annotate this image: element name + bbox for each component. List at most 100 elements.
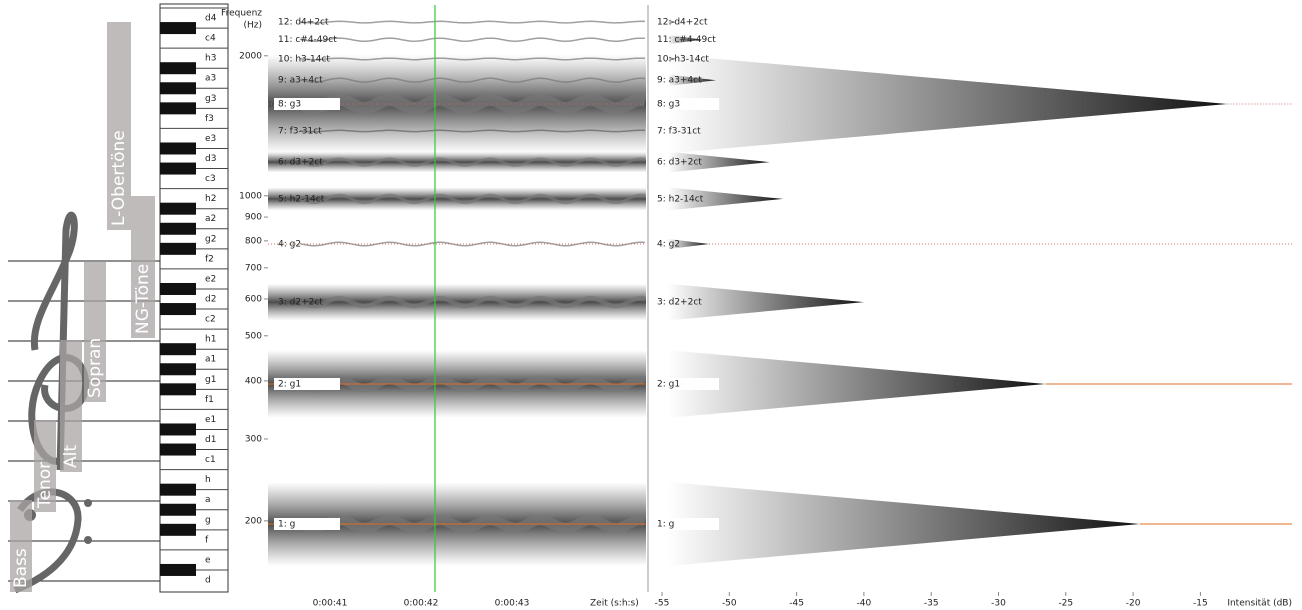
key-label: e3 xyxy=(205,134,216,144)
freq-tick-label: 900 xyxy=(245,213,262,223)
voice-range-label: NG-Töne xyxy=(133,264,153,334)
black-key xyxy=(160,444,196,456)
voice-ranges: Bass Tenor Alt Sopran NG-Töne L-Obertöne xyxy=(10,22,155,592)
black-key xyxy=(160,203,196,215)
key-label: a3 xyxy=(205,74,216,84)
partial-label: 7: f3-31ct xyxy=(657,126,701,136)
key-label: d2 xyxy=(205,295,216,305)
key-label: g xyxy=(205,515,211,525)
spectrum xyxy=(660,20,1292,566)
black-key xyxy=(160,243,196,255)
black-key xyxy=(160,82,196,94)
freq-tick-label: 1000 xyxy=(239,191,262,201)
intensity-tick-label: -25 xyxy=(1058,599,1073,609)
time-tick-label: 0:00:41 xyxy=(313,599,348,609)
partial-label: 2: g1 xyxy=(278,380,301,390)
partial-label: 10: h3-14ct xyxy=(657,54,709,64)
voice-range-label: Sopran xyxy=(85,338,105,398)
key-label: e2 xyxy=(205,274,216,284)
key-label: g3 xyxy=(205,94,216,104)
key-label: g1 xyxy=(205,375,216,385)
voice-range-label: Alt xyxy=(61,445,81,468)
key-label: c1 xyxy=(205,455,216,465)
key-label: c2 xyxy=(205,315,216,325)
key-label: e1 xyxy=(205,415,216,425)
key-label: d4 xyxy=(205,14,217,24)
key-label: c4 xyxy=(205,34,216,44)
freq-tick-label: 400 xyxy=(245,376,262,386)
key-label: d3 xyxy=(205,154,216,164)
key-label: a2 xyxy=(205,214,216,224)
black-key xyxy=(160,383,196,395)
partial-label: 11: c#4-49ct xyxy=(278,35,337,45)
voice-range-label: L-Obertöne xyxy=(109,130,129,226)
partial-label: 8: g3 xyxy=(657,100,680,110)
partial-label: 5: h2-14ct xyxy=(657,194,704,204)
black-key xyxy=(160,363,196,375)
freq-axis-label: Frequenz xyxy=(221,9,262,19)
partial-label: 6: d3+2ct xyxy=(278,158,323,168)
key-label: f2 xyxy=(205,254,214,264)
black-key xyxy=(160,102,196,114)
freq-tick-label: 200 xyxy=(245,516,262,526)
partial-label: 4: g2 xyxy=(278,240,301,250)
black-key xyxy=(160,283,196,295)
black-key xyxy=(160,343,196,355)
intensity-wedge xyxy=(668,350,1046,418)
key-label: g2 xyxy=(205,234,216,244)
intensity-tick-label: -20 xyxy=(1126,599,1141,609)
black-key xyxy=(160,163,196,175)
black-key xyxy=(160,524,196,536)
key-label: d xyxy=(205,575,211,585)
spectrogram-trace xyxy=(300,21,645,23)
black-key xyxy=(160,484,196,496)
partial-label: 11: c#4-49ct xyxy=(657,35,716,45)
freq-tick-label: 800 xyxy=(245,236,262,246)
voice-range-label: Bass xyxy=(11,548,31,588)
black-key xyxy=(160,423,196,435)
partial-label: 10: h3-14ct xyxy=(278,54,330,64)
partial-label: 8: g3 xyxy=(278,100,301,110)
partial-label: 3: d2+2ct xyxy=(278,298,323,308)
time-tick-label: 0:00:42 xyxy=(404,599,439,609)
intensity-axis-label: Intensität (dB) xyxy=(1227,599,1292,609)
key-label: h2 xyxy=(205,194,216,204)
partial-label: 5: h2-14ct xyxy=(278,194,325,204)
intensity-tick-label: -35 xyxy=(924,599,939,609)
partial-label: 2: g1 xyxy=(657,380,680,390)
partial-label: 9: a3+4ct xyxy=(278,76,323,86)
partial-label: 4: g2 xyxy=(657,240,680,250)
key-label: h1 xyxy=(205,335,216,345)
key-label: f1 xyxy=(205,395,214,405)
key-label: e xyxy=(205,555,211,565)
freq-axis-label: (Hz) xyxy=(243,21,262,31)
black-key xyxy=(160,504,196,516)
freq-tick-label: 600 xyxy=(245,294,262,304)
voice-range-label: Tenor xyxy=(35,462,55,509)
keyboard: d4 c4 h3 a3 g3 f3 e3 d3 c3 h2 a2 g2 f2 e2 d2 c2 h1 a1 g1 f1… xyxy=(160,4,228,592)
intensity-wedge xyxy=(668,482,1140,566)
screen: Bass Tenor Alt Sopran NG-Töne L-Obertöne d4 c4… xyxy=(0,0,1302,610)
black-key xyxy=(160,223,196,235)
key-label: h3 xyxy=(205,54,216,64)
intensity-tick-label: -50 xyxy=(722,599,737,609)
black-key xyxy=(160,564,196,576)
partial-label: 1: g xyxy=(278,520,295,530)
partial-label: 12: d4+2ct xyxy=(657,18,708,28)
partial-label: 1: g xyxy=(657,520,674,530)
key-label: h xyxy=(205,475,211,485)
time-tick-label: 0:00:43 xyxy=(495,599,530,609)
spectrogram-trace xyxy=(300,38,645,41)
freq-tick-label: 500 xyxy=(245,331,262,341)
freq-tick-label: 2000 xyxy=(239,51,262,61)
freq-tick-label: 300 xyxy=(245,434,262,444)
black-key xyxy=(160,62,196,74)
key-label: f3 xyxy=(205,114,214,124)
intensity-wedge xyxy=(668,55,1227,154)
intensity-tick-label: -40 xyxy=(857,599,872,609)
key-label: c3 xyxy=(205,174,216,184)
key-label: a1 xyxy=(205,355,216,365)
black-key xyxy=(160,142,196,154)
partial-label: 7: f3-31ct xyxy=(278,126,322,136)
partial-label: 3: d2+2ct xyxy=(657,298,702,308)
